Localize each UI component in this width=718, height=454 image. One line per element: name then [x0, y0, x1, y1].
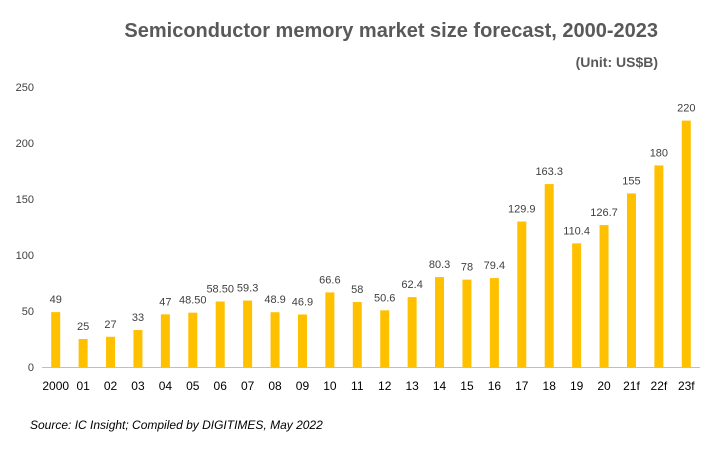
x-tick-label: 2000 — [42, 379, 69, 393]
x-tick-label: 21f — [623, 379, 640, 393]
y-tick-label: 250 — [16, 82, 34, 94]
bar — [243, 300, 253, 367]
y-tick-label: 50 — [22, 306, 34, 318]
x-tick-label: 03 — [131, 379, 145, 393]
x-tick-label: 18 — [543, 379, 557, 393]
bar — [133, 330, 143, 367]
bar — [215, 301, 225, 367]
x-tick-label: 16 — [488, 379, 502, 393]
x-tick-label: 01 — [76, 379, 90, 393]
data-label: 220 — [677, 103, 695, 115]
data-label: 58 — [351, 284, 363, 296]
bar — [626, 193, 636, 367]
x-tick-label: 22f — [651, 379, 668, 393]
data-label: 180 — [650, 147, 668, 159]
x-tick-label: 23f — [678, 379, 695, 393]
bar — [78, 339, 88, 367]
data-label: 27 — [104, 319, 116, 331]
bar — [352, 302, 362, 367]
data-label: 80.3 — [429, 259, 450, 271]
bar — [325, 292, 335, 367]
x-tick-label: 10 — [323, 379, 337, 393]
x-tick-label: 19 — [570, 379, 584, 393]
bar — [297, 314, 307, 367]
bar — [160, 314, 170, 367]
data-label: 155 — [622, 175, 640, 187]
data-label: 25 — [77, 321, 89, 333]
bar — [270, 312, 280, 367]
data-label: 110.4 — [563, 225, 590, 237]
bar — [51, 312, 61, 367]
bar — [462, 279, 472, 367]
data-label: 50.6 — [374, 292, 395, 304]
data-label: 47 — [159, 296, 171, 308]
bar — [435, 277, 445, 367]
data-label: 126.7 — [590, 207, 618, 219]
x-tick-label: 13 — [405, 379, 419, 393]
data-label: 129.9 — [508, 204, 536, 216]
bar — [188, 312, 198, 367]
bar — [572, 243, 582, 367]
y-tick-label: 150 — [16, 194, 34, 206]
data-label: 66.6 — [319, 274, 340, 286]
x-tick-label: 15 — [460, 379, 474, 393]
data-label: 79.4 — [484, 260, 505, 272]
data-label: 58.50 — [206, 283, 234, 295]
x-tick-label: 17 — [515, 379, 529, 393]
data-label: 48.50 — [179, 295, 207, 307]
bar — [106, 336, 116, 367]
bar — [380, 310, 390, 367]
x-axis-labels: 2000 01 02 03 04 05 06 07 08 09 10 11 12 13 14 15 16 17 18… — [42, 379, 695, 393]
data-label: 59.3 — [237, 283, 258, 295]
x-tick-label: 09 — [296, 379, 310, 393]
data-label: 48.9 — [264, 294, 285, 306]
chart-unit: (Unit: US$B) — [575, 54, 658, 70]
bar — [654, 165, 664, 367]
y-tick-label: 100 — [16, 250, 34, 262]
bars — [51, 120, 691, 367]
bar — [517, 221, 527, 367]
x-tick-label: 08 — [268, 379, 282, 393]
x-tick-label: 02 — [104, 379, 118, 393]
bar — [489, 278, 499, 367]
y-axis-ticks: 0 50 100 150 200 250 — [16, 82, 34, 374]
data-label: 49 — [50, 294, 62, 306]
bar — [407, 297, 417, 367]
y-tick-label: 0 — [28, 362, 34, 374]
data-label: 46.9 — [292, 296, 313, 308]
x-tick-label: 20 — [597, 379, 611, 393]
x-tick-label: 06 — [214, 379, 228, 393]
data-label: 78 — [461, 262, 473, 274]
bar — [599, 225, 609, 367]
x-tick-label: 11 — [351, 379, 364, 393]
data-label: 33 — [132, 312, 144, 324]
data-label: 163.3 — [535, 166, 563, 178]
x-tick-label: 12 — [378, 379, 392, 393]
bar — [681, 120, 691, 367]
x-tick-label: 07 — [241, 379, 255, 393]
data-label: 62.4 — [401, 279, 422, 291]
chart-title: Semiconductor memory market size forecas… — [124, 20, 658, 42]
source-note: Source: IC Insight; Compiled by DIGITIME… — [30, 418, 323, 432]
x-tick-label: 05 — [186, 379, 200, 393]
y-tick-label: 200 — [16, 138, 34, 150]
x-tick-label: 14 — [433, 379, 447, 393]
bar — [544, 184, 554, 367]
x-tick-label: 04 — [159, 379, 173, 393]
